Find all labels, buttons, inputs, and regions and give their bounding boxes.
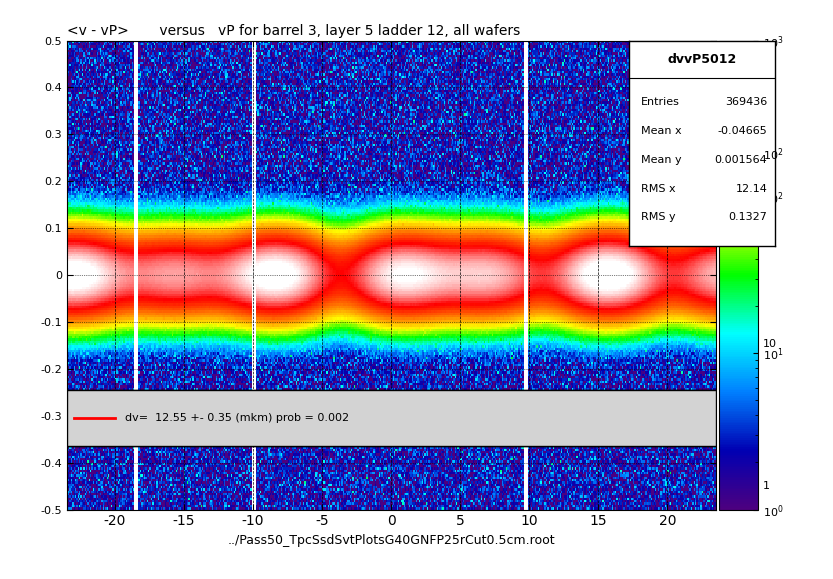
Text: Mean x: Mean x xyxy=(641,126,681,136)
Text: <v - vP>       versus   vP for barrel 3, layer 5 ladder 12, all wafers: <v - vP> versus vP for barrel 3, layer 5… xyxy=(67,24,520,38)
Bar xyxy=(67,390,716,446)
Text: 10: 10 xyxy=(763,339,777,349)
Text: 0.1327: 0.1327 xyxy=(729,212,767,222)
Text: dvvP5012: dvvP5012 xyxy=(667,53,736,65)
Text: -0.04665: -0.04665 xyxy=(718,126,767,136)
Text: Mean y: Mean y xyxy=(641,155,681,165)
Text: 369436: 369436 xyxy=(726,97,767,107)
Text: Entries: Entries xyxy=(641,97,680,107)
X-axis label: ../Pass50_TpcSsdSvtPlotsG40GNFP25rCut0.5cm.root: ../Pass50_TpcSsdSvtPlotsG40GNFP25rCut0.5… xyxy=(227,534,555,547)
Text: $10^2$: $10^2$ xyxy=(763,146,783,163)
Text: RMS x: RMS x xyxy=(641,184,676,193)
Text: 0.001564: 0.001564 xyxy=(715,155,767,165)
Text: dv=  12.55 +- 0.35 (mkm) prob = 0.002: dv= 12.55 +- 0.35 (mkm) prob = 0.002 xyxy=(125,413,349,423)
Text: 1: 1 xyxy=(763,481,770,491)
Text: RMS y: RMS y xyxy=(641,212,676,222)
Text: 12.14: 12.14 xyxy=(736,184,767,193)
